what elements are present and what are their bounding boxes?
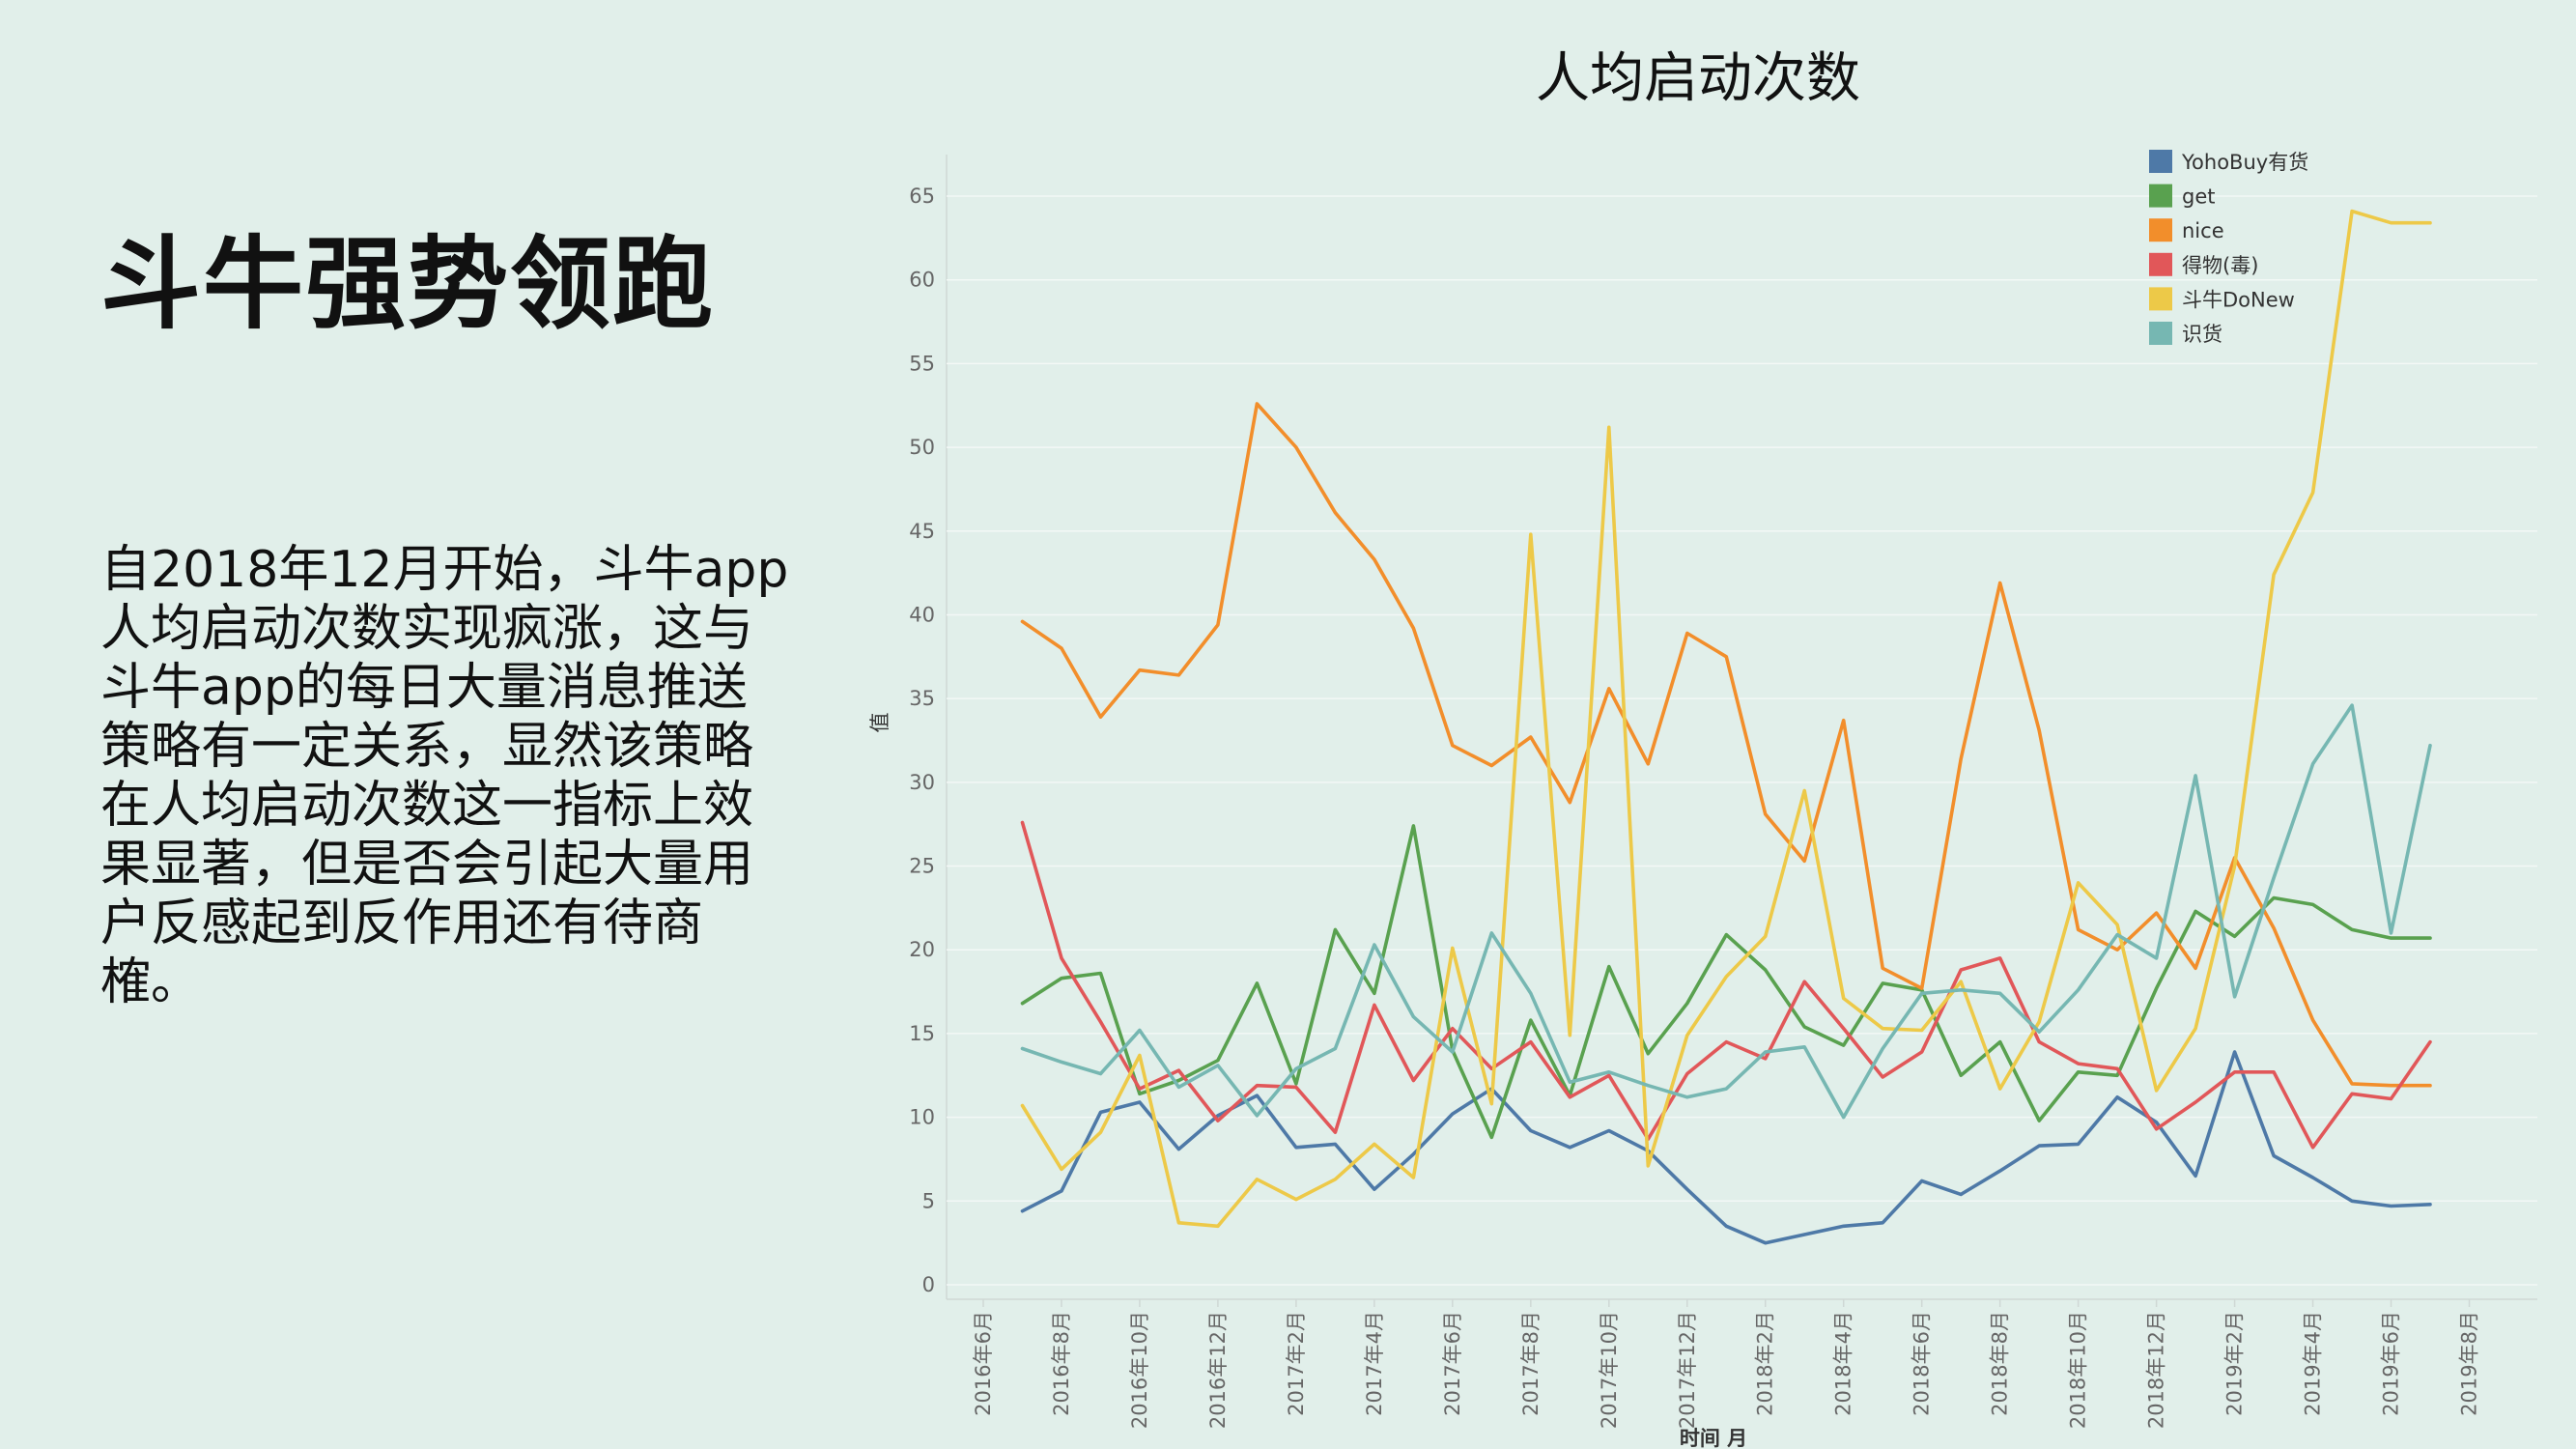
x-tick-label: 2019年2月: [2223, 1311, 2247, 1416]
y-tick-label: 65: [909, 185, 935, 208]
legend-label: 得物(毒): [2182, 254, 2258, 277]
x-tick-label: 2017年6月: [1441, 1311, 1464, 1416]
legend-label: nice: [2182, 219, 2224, 242]
legend-label: 识货: [2182, 323, 2222, 346]
series-line-3: [1020, 820, 2432, 1150]
legend-swatch: [2149, 322, 2172, 345]
y-axis-title: 值: [868, 713, 892, 733]
y-tick-label: 0: [922, 1273, 935, 1296]
x-tick-label: 2017年12月: [1676, 1311, 1699, 1429]
slide-paragraph: 自2018年12月开始，斗牛app人均启动次数实现疯涨，这与斗牛app的每日大量…: [100, 541, 789, 1011]
y-tick-label: 25: [909, 855, 935, 878]
slide-headline: 斗牛强势领跑: [100, 225, 716, 343]
x-tick-label: 2019年8月: [2458, 1311, 2481, 1416]
x-tick-label: 2016年12月: [1206, 1311, 1230, 1429]
x-tick-label: 2018年4月: [1832, 1311, 1855, 1416]
x-tick-label: 2017年4月: [1363, 1311, 1386, 1416]
x-tick-label: 2019年4月: [2302, 1311, 2325, 1416]
series-line-5: [1020, 703, 2432, 1120]
y-tick-label: 60: [909, 269, 935, 292]
x-tick-label: 2018年12月: [2145, 1311, 2168, 1429]
x-tick-label: 2017年8月: [1519, 1311, 1543, 1416]
legend: YohoBuy有货 get nice 得物(毒) 斗牛DoNew 识货: [2149, 150, 2308, 346]
series-line-4: [1020, 209, 2432, 1229]
legend-swatch: [2149, 252, 2172, 276]
legend-label: get: [2182, 185, 2215, 209]
y-tick-label: 40: [909, 603, 935, 626]
legend-label: 斗牛DoNew: [2182, 288, 2295, 311]
y-tick-label: 20: [909, 938, 935, 961]
x-tick-label: 2019年6月: [2380, 1311, 2403, 1416]
legend-swatch: [2149, 218, 2172, 242]
y-tick-label: 50: [909, 436, 935, 459]
x-tick-label: 2016年10月: [1128, 1311, 1151, 1429]
y-tick-label: 55: [909, 352, 935, 375]
y-tick-label: 45: [909, 520, 935, 543]
y-tick-label: 30: [909, 771, 935, 794]
y-tick-label: 10: [909, 1106, 935, 1129]
series-lines: [1020, 209, 2432, 1245]
x-tick-label: 2018年2月: [1754, 1311, 1777, 1416]
x-axis-title: 时间 月: [1680, 1427, 1747, 1449]
series-line-0: [1020, 1050, 2432, 1245]
legend-swatch: [2149, 184, 2172, 208]
x-tick-label: 2016年8月: [1050, 1311, 1073, 1416]
series-line-2: [1020, 402, 2432, 1088]
x-tick-label: 2017年2月: [1285, 1311, 1308, 1416]
y-axis-ticks: 0 5 10 15 20 25 30 35 40 45 50 55 60 65: [909, 185, 935, 1296]
chart-title: 人均启动次数: [1536, 47, 1860, 110]
x-tick-label: 2016年6月: [972, 1311, 995, 1416]
x-tick-label: 2018年8月: [1989, 1311, 2012, 1416]
y-tick-label: 5: [922, 1189, 935, 1212]
x-tick-label: 2017年10月: [1598, 1311, 1621, 1429]
legend-swatch: [2149, 150, 2172, 173]
x-axis-ticks: 2016年6月 2016年8月 2016年10月 2016年12月 2017年2月 201…: [972, 1311, 2481, 1429]
legend-label: YohoBuy有货: [2181, 151, 2308, 174]
y-tick-label: 35: [909, 687, 935, 710]
y-tick-label: 15: [909, 1022, 935, 1045]
x-tick-label: 2018年6月: [1911, 1311, 1934, 1416]
legend-swatch: [2149, 287, 2172, 311]
grid: [946, 155, 2537, 1307]
x-tick-label: 2018年10月: [2067, 1311, 2090, 1429]
series-line-1: [1020, 824, 2432, 1140]
